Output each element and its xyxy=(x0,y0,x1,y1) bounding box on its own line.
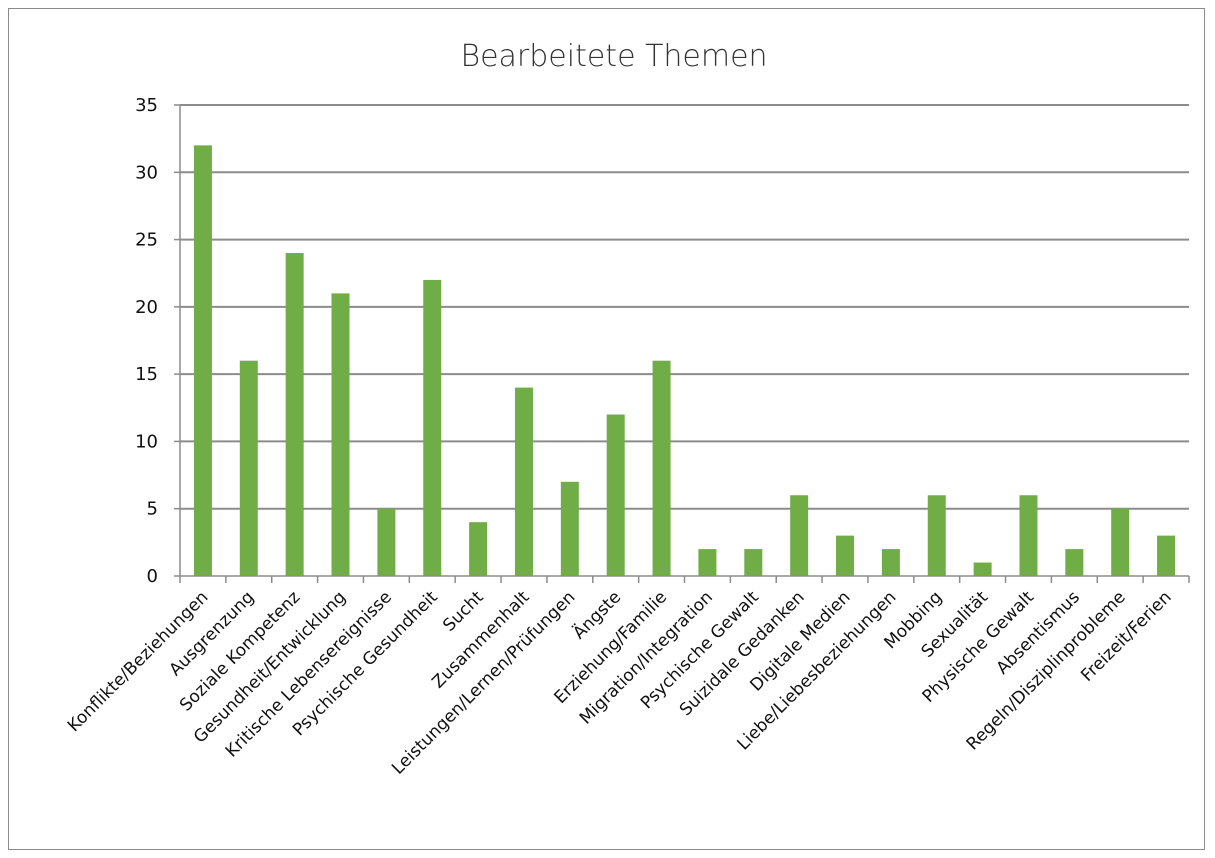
y-tick-label: 25 xyxy=(135,230,158,251)
gridlines xyxy=(180,104,1189,510)
bar xyxy=(377,508,396,576)
bar xyxy=(560,481,579,576)
bar xyxy=(285,253,304,576)
chart-title: Bearbeitete Themen xyxy=(460,39,767,74)
bar xyxy=(193,145,212,576)
bar xyxy=(331,293,350,576)
bar xyxy=(239,360,258,576)
bar xyxy=(698,549,717,576)
bar xyxy=(790,495,809,576)
y-tick-label: 0 xyxy=(147,566,158,587)
bar xyxy=(1019,495,1038,576)
y-tick-label: 10 xyxy=(135,431,158,452)
bar xyxy=(1111,508,1130,576)
y-tick-label: 5 xyxy=(147,499,158,520)
y-tick-label: 20 xyxy=(135,297,158,318)
bar xyxy=(606,414,625,576)
bar xyxy=(927,495,946,576)
bar xyxy=(1157,535,1176,576)
bars xyxy=(193,145,1176,576)
bar xyxy=(1065,549,1084,576)
bar xyxy=(881,549,900,576)
x-axis: Konflikte/BeziehungenAusgrenzungSoziale … xyxy=(64,575,1190,779)
bar xyxy=(836,535,855,576)
bar xyxy=(469,522,488,576)
y-tick-label: 30 xyxy=(135,162,158,183)
bar xyxy=(652,360,671,576)
bar xyxy=(423,279,442,576)
bar xyxy=(744,549,763,576)
y-tick-label: 35 xyxy=(135,95,158,116)
y-axis: 0 5 10 15 20 25 30 35 xyxy=(135,95,181,587)
y-tick-label: 15 xyxy=(135,364,158,385)
bar xyxy=(514,387,533,576)
bar xyxy=(973,562,992,576)
